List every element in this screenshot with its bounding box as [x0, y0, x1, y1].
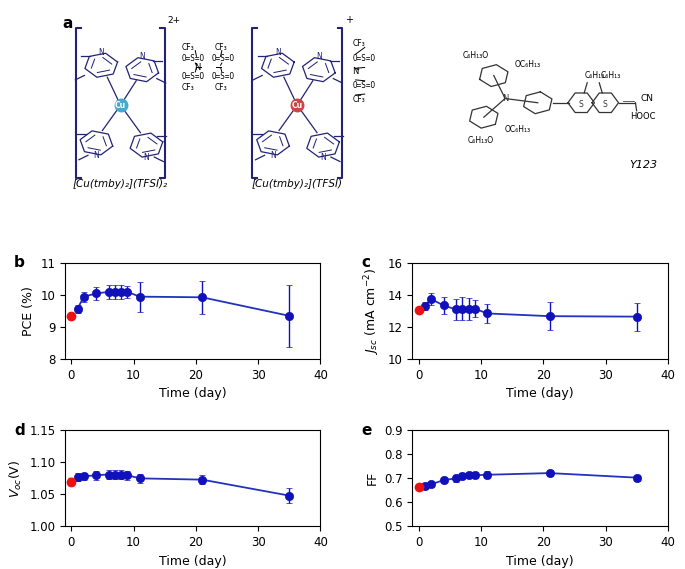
Text: C₆H₁₃: C₆H₁₃ [584, 71, 604, 80]
Text: [Cu(tmby)₂](TFSI): [Cu(tmby)₂](TFSI) [251, 179, 342, 189]
Y-axis label: PCE (%): PCE (%) [22, 286, 35, 336]
Text: N: N [139, 52, 145, 61]
Text: CF₃: CF₃ [182, 83, 194, 92]
Text: 2+: 2+ [167, 17, 180, 25]
Text: O=S=O: O=S=O [182, 72, 205, 81]
Text: d: d [14, 423, 25, 438]
X-axis label: Time (day): Time (day) [506, 555, 574, 568]
Text: CN: CN [640, 94, 653, 103]
Text: N: N [353, 67, 359, 76]
Text: HOOC: HOOC [631, 112, 656, 121]
Text: b: b [14, 255, 25, 270]
Text: e: e [362, 423, 372, 438]
Text: N: N [94, 151, 99, 160]
Text: [Cu(tmby)₂](TFSI)₂: [Cu(tmby)₂](TFSI)₂ [73, 179, 168, 189]
Text: OC₆H₁₃: OC₆H₁₃ [505, 125, 531, 134]
Text: N: N [270, 151, 276, 160]
Text: CF₃: CF₃ [214, 83, 227, 92]
Text: N: N [144, 154, 149, 163]
Y-axis label: $V_{oc}$(V): $V_{oc}$(V) [8, 459, 24, 497]
Text: C₆H₁₃O: C₆H₁₃O [462, 51, 489, 60]
Text: CF₃: CF₃ [214, 43, 227, 52]
Text: OC₆H₁₃: OC₆H₁₃ [515, 60, 541, 69]
Text: N: N [99, 48, 104, 57]
Text: N: N [195, 63, 201, 72]
Text: O=S=O: O=S=O [212, 72, 235, 81]
Y-axis label: $J_{sc}$ (mA cm$^{-2}$): $J_{sc}$ (mA cm$^{-2}$) [362, 267, 382, 354]
Text: O=S=O: O=S=O [182, 54, 205, 63]
X-axis label: Time (day): Time (day) [506, 387, 574, 400]
Text: O=S=O: O=S=O [353, 81, 376, 90]
Text: O=S=O: O=S=O [212, 54, 235, 63]
Text: a: a [62, 17, 73, 31]
Y-axis label: FF: FF [366, 471, 379, 485]
Text: O=S=O: O=S=O [353, 54, 376, 63]
Text: C₆H₁₃O: C₆H₁₃O [468, 136, 494, 145]
Text: CF₃: CF₃ [353, 95, 365, 104]
Text: Y123: Y123 [630, 159, 658, 170]
Text: C₆H₁₃: C₆H₁₃ [601, 71, 621, 80]
X-axis label: Time (day): Time (day) [159, 387, 227, 400]
Text: Cu: Cu [115, 101, 126, 110]
Text: CF₃: CF₃ [182, 43, 194, 52]
Text: +: + [345, 15, 353, 25]
Text: S: S [579, 101, 584, 109]
Text: c: c [362, 255, 371, 270]
Text: N: N [275, 48, 281, 57]
X-axis label: Time (day): Time (day) [159, 555, 227, 568]
Text: Cu: Cu [292, 101, 303, 110]
Text: N: N [502, 94, 508, 103]
Text: CF₃: CF₃ [353, 39, 365, 48]
Text: N: N [320, 154, 326, 163]
Text: S: S [603, 101, 608, 109]
Text: N: N [316, 52, 322, 61]
